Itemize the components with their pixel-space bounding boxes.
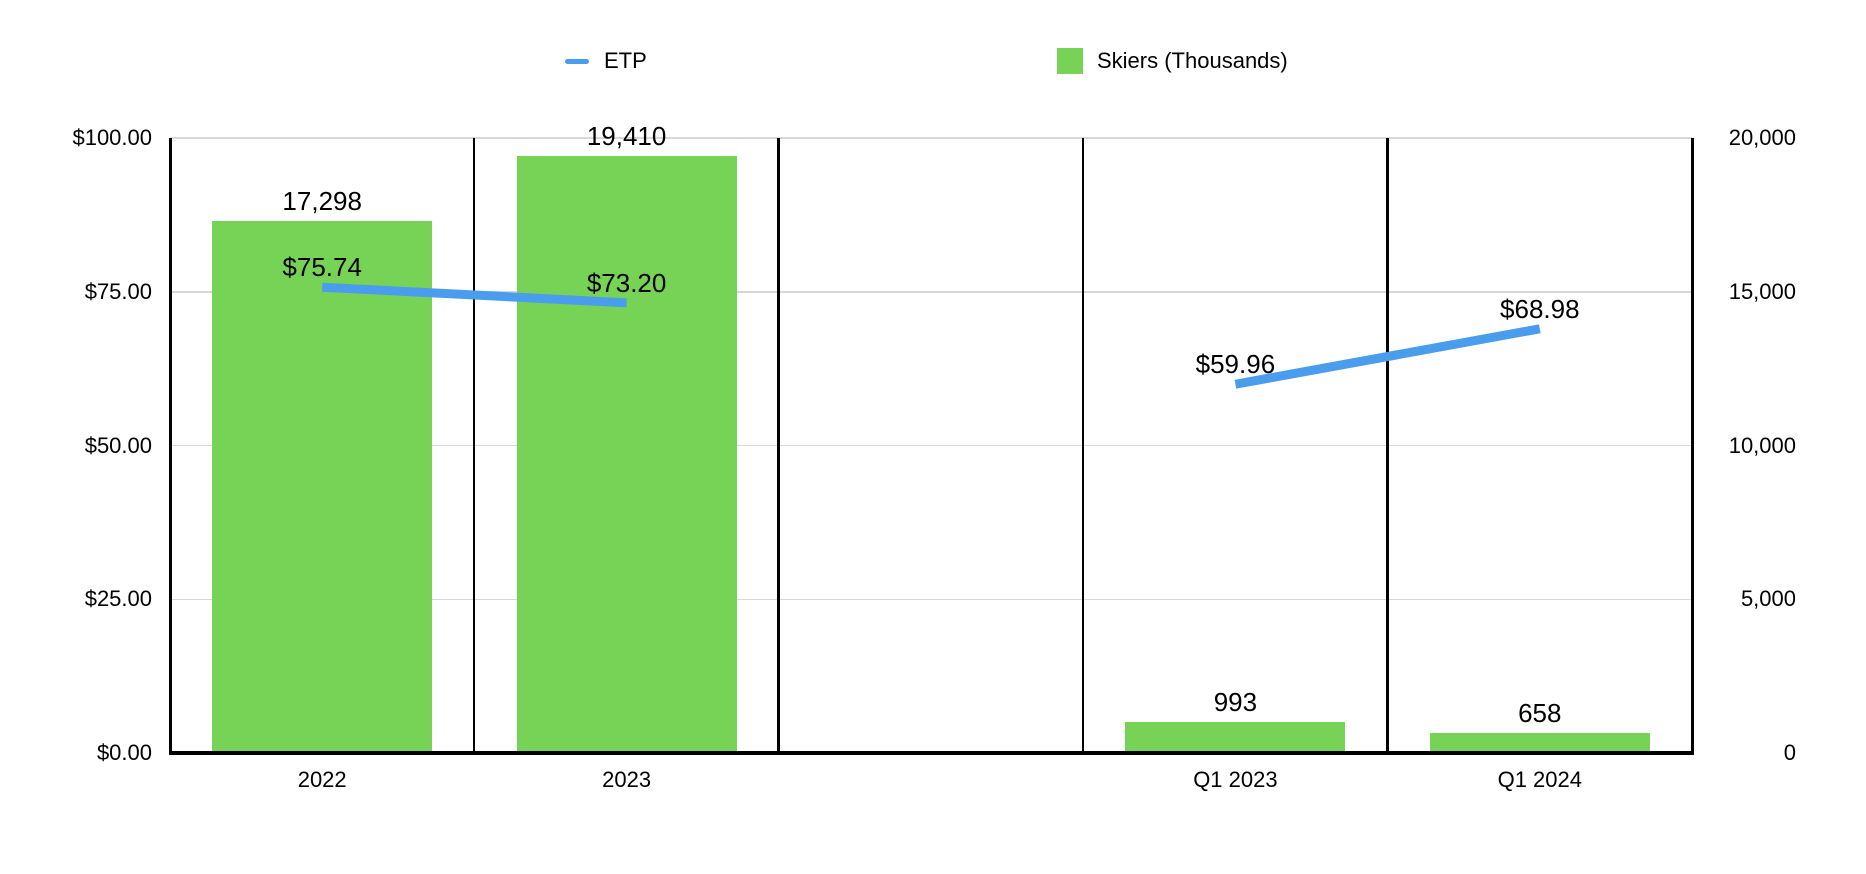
etp-line-segment[interactable] — [1234, 324, 1541, 389]
gridline — [170, 598, 1692, 600]
right-axis-tick-label: 10,000 — [1728, 432, 1796, 458]
etp-line-series[interactable] — [170, 138, 1692, 753]
left-axis-tick-label: $75.00 — [84, 278, 152, 304]
bar-2023[interactable] — [516, 156, 737, 753]
etp-line-segment[interactable] — [321, 282, 627, 308]
legend-label-skiers: Skiers (Thousands) — [1097, 48, 1288, 73]
etp-line-swatch-icon — [565, 58, 589, 64]
right-axis-line — [1690, 138, 1694, 753]
etp-value-label: $68.98 — [1500, 293, 1580, 324]
bar-value-label: 993 — [1213, 687, 1258, 718]
panel-divider — [472, 138, 476, 753]
etp-value-label: $75.74 — [282, 252, 362, 283]
legend-item-etp[interactable]: ETP — [565, 44, 647, 78]
legend-item-skiers[interactable]: Skiers (Thousands) — [1057, 48, 1288, 74]
bar-value-label: 17,298 — [282, 186, 362, 217]
left-axis-tick-label: $50.00 — [84, 432, 152, 458]
right-axis-tick-label: 0 — [1783, 740, 1796, 765]
bar-2022[interactable] — [212, 221, 433, 753]
bar-value-label: 19,410 — [586, 121, 667, 152]
category-label-q1-2024: Q1 2024 — [1497, 767, 1582, 792]
category-label-2022: 2022 — [297, 767, 347, 792]
right-axis-tick-label: 5,000 — [1740, 586, 1796, 612]
etp-value-label: $73.20 — [586, 267, 667, 298]
plot-area: 17,298 19,410 993 658 $75.74 $73.20 $59.96 $68.… — [168, 121, 1694, 755]
gridline — [170, 291, 1692, 293]
etp-value-label: $59.96 — [1195, 349, 1276, 380]
bar-value-label: 658 — [1518, 697, 1562, 728]
category-label-q1-2023: Q1 2023 — [1193, 767, 1278, 792]
panel-divider — [1081, 138, 1085, 753]
panel-divider — [777, 138, 780, 753]
left-axis-line — [168, 138, 172, 753]
left-axis-tick-label: $0.00 — [96, 740, 152, 765]
bar-Q1 2023[interactable] — [1125, 722, 1346, 753]
category-label-2023: 2023 — [602, 767, 652, 792]
left-axis-tick-label: $25.00 — [84, 586, 152, 612]
gridline — [170, 137, 1692, 139]
right-axis-tick-label: 20,000 — [1728, 125, 1796, 150]
legend-label-etp: ETP — [604, 48, 647, 73]
bar-Q1 2024[interactable] — [1429, 732, 1650, 753]
right-axis-tick-label: 15,000 — [1728, 278, 1796, 304]
x-axis-line — [168, 751, 1694, 755]
gridline — [170, 444, 1692, 447]
panel-divider — [1386, 138, 1389, 753]
left-axis-tick-label: $100.00 — [72, 125, 152, 150]
skiers-bar-swatch-icon — [1057, 48, 1083, 74]
